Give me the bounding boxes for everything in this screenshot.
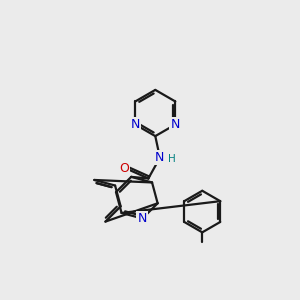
Text: O: O <box>119 162 129 175</box>
Text: H: H <box>168 154 176 164</box>
Text: N: N <box>155 151 165 164</box>
Text: N: N <box>138 212 147 225</box>
Text: N: N <box>130 118 140 131</box>
Text: N: N <box>171 118 180 131</box>
